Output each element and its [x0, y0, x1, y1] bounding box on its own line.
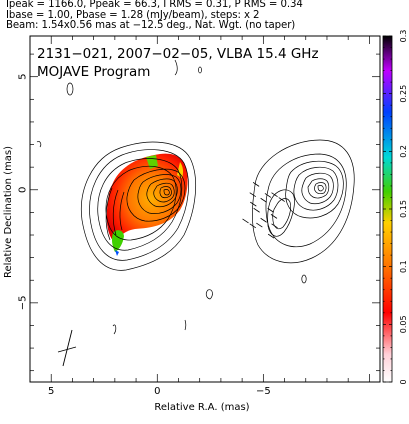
intensity-contours-left	[80, 141, 197, 271]
evpa-tick	[267, 207, 274, 213]
colorbar-label: 0.3	[399, 30, 408, 43]
plot-frame	[29, 35, 381, 383]
header-line-2: Ibase = 1.00, Pbase = 1.28 (mJy/beam), s…	[6, 9, 260, 21]
beam-cross	[57, 329, 77, 367]
evpa-tick	[250, 201, 257, 207]
evpa-tick	[242, 218, 249, 224]
evpa-tick	[260, 197, 267, 203]
x-tick-labels: 5 0 −5	[48, 386, 271, 397]
colorbar-label: 0	[399, 379, 408, 384]
evpa-tick	[264, 193, 272, 198]
colorbar-label: 0.2	[399, 145, 408, 158]
colorbar-label: 0.15	[399, 200, 408, 218]
x-tick-label: 0	[154, 386, 160, 397]
y-tick-label: 5	[18, 74, 29, 80]
y-tick-label: −5	[18, 295, 29, 310]
polarization-fill	[106, 153, 188, 256]
axis-ticks	[29, 36, 380, 382]
colorbar-label: 0.25	[399, 85, 408, 103]
evpa-tick	[271, 223, 278, 229]
colorbar-label: 0.05	[399, 315, 408, 333]
header-line-3: Beam: 1.54x0.56 mas at −12.5 deg., Nat. …	[6, 20, 296, 31]
plot-title: 2131−021, 2007−02−05, VLBA 15.4 GHz	[37, 46, 319, 62]
colorbar-ticks	[383, 35, 392, 383]
y-tick-labels: 5 0 −5	[18, 74, 29, 311]
evpa-tick	[253, 207, 260, 213]
noise-contours	[36, 59, 307, 335]
header-line-1: Ipeak = 1166.0, Ppeak = 66.3, I RMS = 0.…	[6, 0, 303, 10]
header: Ipeak = 1166.0, Ppeak = 66.3, I RMS = 0.…	[6, 0, 406, 32]
evpa-ticks	[242, 182, 285, 239]
y-tick-label: 0	[18, 187, 29, 193]
evpa-tick	[249, 192, 256, 198]
x-tick-label: 5	[48, 386, 54, 397]
evpa-tick	[270, 214, 278, 219]
colorbar-label: 0.1	[399, 260, 408, 273]
y-axis-label: Relative Declination (mas)	[3, 146, 14, 278]
evpa-tick	[256, 222, 263, 228]
plot-subtitle: MOJAVE Program	[37, 64, 150, 80]
evpa-tick	[271, 192, 278, 198]
x-axis-label: Relative R.A. (mas)	[154, 402, 249, 413]
evpa-tick	[260, 217, 267, 223]
evpa-tick	[252, 182, 260, 187]
intensity-contours-right	[252, 139, 355, 264]
evpa-tick	[249, 223, 256, 229]
evpa-tick	[267, 233, 275, 239]
x-tick-label: −5	[256, 386, 271, 397]
evpa-tick	[278, 197, 285, 202]
colorbar-labels: 0 0.05 0.1 0.15 0.2 0.25 0.3	[399, 30, 408, 385]
